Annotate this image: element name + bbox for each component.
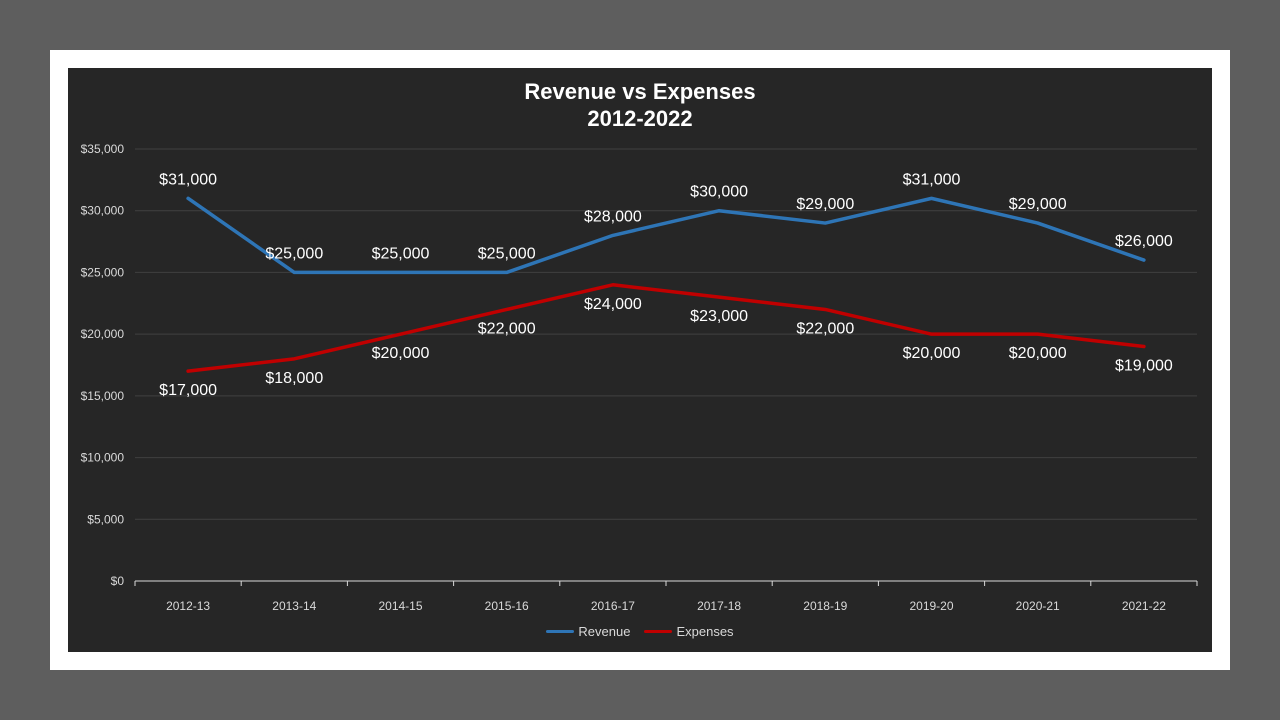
chart-area: Revenue vs Expenses 2012-2022 $0 $5,000 $1… [68,68,1212,652]
legend: Revenue Expenses [68,624,1212,639]
data-label-revenue: $25,000 [478,245,536,262]
line-chart: $0 $5,000 $10,000 $15,000 $20,000 $25,000 $30,… [81,142,1198,613]
data-label-revenue: $29,000 [1009,196,1067,213]
x-tick-label: 2021-22 [1122,599,1166,613]
data-label-expenses: $22,000 [478,320,536,337]
x-tick-label: 2014-15 [378,599,422,613]
y-tick-label: $20,000 [81,327,125,341]
series-line-revenue [186,196,1146,275]
data-label-revenue: $28,000 [584,208,642,225]
data-label-revenue: $30,000 [690,184,748,201]
x-tick-label: 2013-14 [272,599,316,613]
data-label-revenue: $26,000 [1115,233,1173,250]
y-tick-label: $35,000 [81,142,125,156]
x-tick-label: 2012-13 [166,599,210,613]
y-tick-label: $30,000 [81,204,125,218]
chart-title-block: Revenue vs Expenses 2012-2022 [68,78,1212,132]
x-tick-label: 2019-20 [909,599,953,613]
y-tick-label: $15,000 [81,389,125,403]
y-tick-label: $10,000 [81,451,125,465]
data-label-revenue: $25,000 [265,245,323,262]
y-tick-label: $5,000 [87,512,124,526]
legend-label-expenses: Expenses [676,624,734,639]
legend-swatch-revenue [546,630,575,633]
data-label-expenses: $20,000 [1009,345,1067,362]
data-label-expenses: $18,000 [265,370,323,387]
data-label-revenue: $31,000 [159,171,217,188]
data-label-revenue: $29,000 [796,196,854,213]
data-label-expenses: $20,000 [372,345,430,362]
x-tick-label: 2015-16 [485,599,529,613]
chart-title: Revenue vs Expenses [524,79,756,104]
data-label-expenses: $17,000 [159,382,217,399]
data-label-revenue: $31,000 [903,171,961,188]
data-label-expenses: $19,000 [1115,357,1173,374]
x-tick-label: 2017-18 [697,599,741,613]
chart-subtitle: 2012-2022 [587,106,693,131]
data-label-revenue: $25,000 [372,245,430,262]
legend-item-expenses: Expenses [644,624,734,639]
data-label-expenses: $20,000 [903,345,961,362]
y-tick-label: $0 [111,574,125,588]
series-line-expenses [186,283,1146,373]
x-tick-label: 2018-19 [803,599,847,613]
chart-frame: Revenue vs Expenses 2012-2022 $0 $5,000 $1… [50,50,1230,670]
y-tick-label: $25,000 [81,265,125,279]
legend-label-revenue: Revenue [578,624,631,639]
data-label-expenses: $24,000 [584,296,642,313]
data-label-expenses: $22,000 [796,320,854,337]
x-tick-label: 2016-17 [591,599,635,613]
legend-item-revenue: Revenue [546,624,630,639]
data-label-expenses: $23,000 [690,308,748,325]
legend-swatch-expenses [644,630,673,633]
x-tick-label: 2020-21 [1016,599,1060,613]
